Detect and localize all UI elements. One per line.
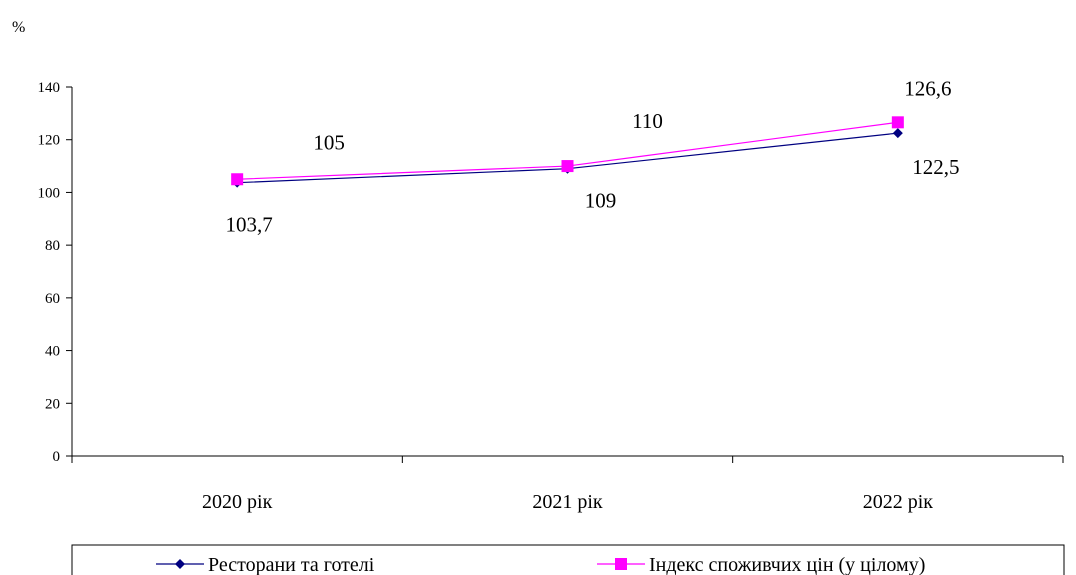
legend-label: Ресторани та готелі <box>208 554 375 575</box>
legend-box <box>71 544 1065 575</box>
legend: Ресторани та готелі Індекс споживчих цін … <box>71 544 1065 575</box>
y-tick-label: 0 <box>53 449 61 465</box>
data-labels: 103,7 109 122,5 105 110 126,6 <box>226 76 960 236</box>
legend-square-icon <box>615 558 627 570</box>
square-marker <box>561 160 574 173</box>
square-marker <box>231 173 244 186</box>
legend-label: Індекс споживчих цін (у цілому) <box>649 554 925 575</box>
y-tick-label: 20 <box>45 396 60 412</box>
y-tick-label: 40 <box>45 344 60 360</box>
y-tick-label: 80 <box>45 238 60 254</box>
data-label: 109 <box>585 189 617 213</box>
legend-diamond-icon <box>175 559 185 569</box>
x-tick-label: 2021 рік <box>532 491 603 513</box>
axes: 0 20 40 60 80 100 120 140 2020 рік 2021 рік 2022 р… <box>38 80 1064 513</box>
series-markers <box>231 116 904 188</box>
data-label: 103,7 <box>226 213 273 237</box>
data-label: 126,6 <box>904 76 951 100</box>
y-tick-label: 100 <box>38 185 61 201</box>
y-unit-label: % <box>12 19 25 36</box>
y-tick-label: 60 <box>45 291 60 307</box>
diamond-marker <box>892 128 903 139</box>
y-tick-label: 140 <box>38 80 61 96</box>
x-tick-label: 2020 рік <box>202 491 273 513</box>
data-label: 105 <box>313 130 345 154</box>
y-tick-label: 120 <box>38 133 61 149</box>
data-label: 122,5 <box>912 155 959 179</box>
x-tick-label: 2022 рік <box>863 491 934 513</box>
data-label: 110 <box>632 109 663 133</box>
square-marker <box>891 116 904 129</box>
